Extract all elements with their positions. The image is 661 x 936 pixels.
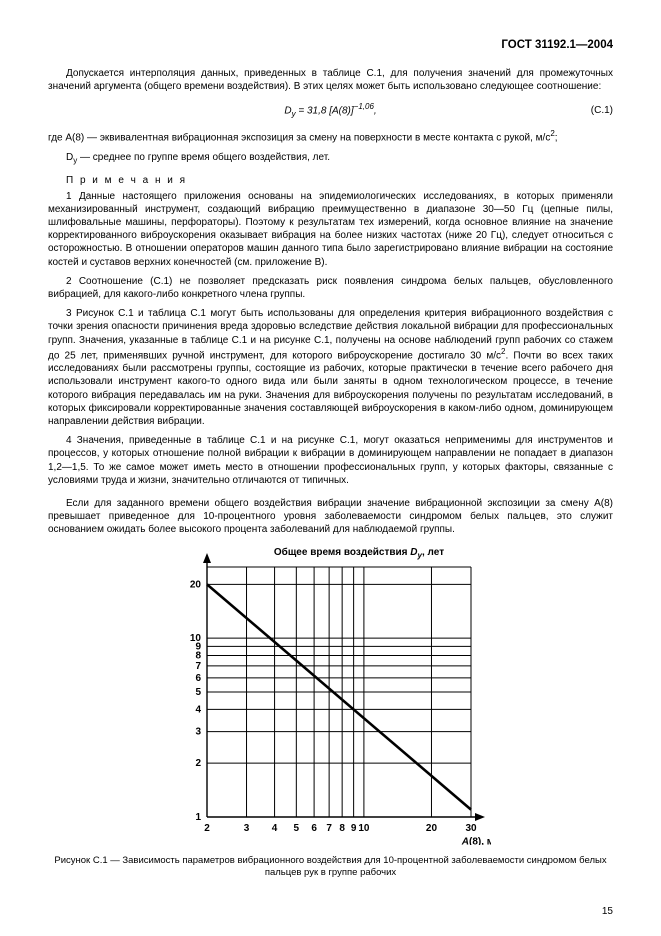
- svg-text:4: 4: [195, 704, 201, 715]
- page: ГОСТ 31192.1—2004 Допускается интерполяц…: [0, 0, 661, 936]
- svg-text:10: 10: [358, 823, 370, 834]
- svg-text:7: 7: [326, 823, 332, 834]
- svg-text:9: 9: [350, 823, 356, 834]
- document-header: ГОСТ 31192.1—2004: [48, 38, 613, 53]
- where-line-2: Dy — среднее по группе время общего возд…: [48, 151, 613, 167]
- intro-paragraph: Допускается интерполяция данных, приведе…: [48, 67, 613, 93]
- page-number: 15: [602, 905, 613, 918]
- svg-text:6: 6: [195, 672, 201, 683]
- formula: Dy = 31,8 [A(8)]−1,06,: [284, 102, 376, 120]
- note-4: 4 Значения, приведенные в таблице С.1 и …: [48, 434, 613, 487]
- where-line-1: где A(8) — эквивалентная вибрационная эк…: [48, 129, 613, 145]
- svg-text:5: 5: [195, 687, 201, 698]
- formula-number: (С.1): [377, 104, 613, 117]
- chart: 234567891020301234567891020Общее время в…: [171, 545, 491, 845]
- svg-text:7: 7: [195, 660, 201, 671]
- figure-wrap: 234567891020301234567891020Общее время в…: [48, 545, 613, 880]
- notes-title: П р и м е ч а н и я: [66, 174, 613, 187]
- svg-text:2: 2: [195, 758, 201, 769]
- formula-row: Dy = 31,8 [A(8)]−1,06, (С.1): [48, 102, 613, 120]
- figure-caption: Рисунок С.1 — Зависимость параметров виб…: [48, 855, 613, 880]
- note-1: 1 Данные настоящего приложения основаны …: [48, 190, 613, 269]
- svg-text:3: 3: [195, 726, 201, 737]
- note-3: 3 Рисунок С.1 и таблица С.1 могут быть и…: [48, 307, 613, 428]
- svg-text:6: 6: [311, 823, 317, 834]
- svg-text:10: 10: [189, 633, 201, 644]
- note-2: 2 Соотношение (С.1) не позволяет предска…: [48, 275, 613, 301]
- svg-text:1: 1: [195, 812, 201, 823]
- svg-text:20: 20: [189, 579, 201, 590]
- post-notes-paragraph: Если для заданного времени общего воздей…: [48, 497, 613, 537]
- svg-text:3: 3: [243, 823, 249, 834]
- svg-text:2: 2: [204, 823, 210, 834]
- svg-text:5: 5: [293, 823, 299, 834]
- svg-text:4: 4: [271, 823, 277, 834]
- svg-text:8: 8: [339, 823, 345, 834]
